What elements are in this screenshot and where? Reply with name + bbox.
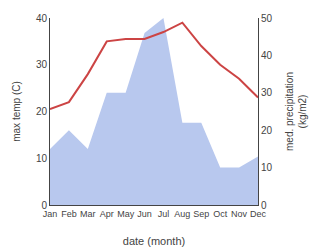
svg-text:20: 20 <box>261 125 273 136</box>
svg-text:May: May <box>117 209 135 219</box>
svg-text:Jan: Jan <box>43 209 58 219</box>
svg-text:Jun: Jun <box>137 209 152 219</box>
svg-text:40: 40 <box>36 13 48 24</box>
svg-text:Nov: Nov <box>231 209 248 219</box>
svg-text:Sep: Sep <box>193 209 209 219</box>
svg-text:50: 50 <box>261 13 273 24</box>
svg-text:med. precipitation(kg/m2): med. precipitation(kg/m2) <box>284 72 308 151</box>
svg-text:Feb: Feb <box>61 209 77 219</box>
svg-text:0: 0 <box>261 200 267 211</box>
svg-text:0: 0 <box>41 200 47 211</box>
svg-text:40: 40 <box>261 50 273 61</box>
svg-text:30: 30 <box>36 59 48 70</box>
svg-text:Oct: Oct <box>213 209 228 219</box>
svg-text:10: 10 <box>36 153 48 164</box>
svg-text:30: 30 <box>261 87 273 98</box>
svg-text:date (month): date (month) <box>123 235 185 247</box>
svg-text:Aug: Aug <box>174 209 190 219</box>
svg-text:10: 10 <box>261 162 273 173</box>
svg-text:Jul: Jul <box>158 209 170 219</box>
svg-text:20: 20 <box>36 106 48 117</box>
svg-text:max temp (C): max temp (C) <box>11 81 22 142</box>
svg-text:Dec: Dec <box>250 209 267 219</box>
svg-text:Mar: Mar <box>80 209 96 219</box>
svg-text:Apr: Apr <box>100 209 114 219</box>
